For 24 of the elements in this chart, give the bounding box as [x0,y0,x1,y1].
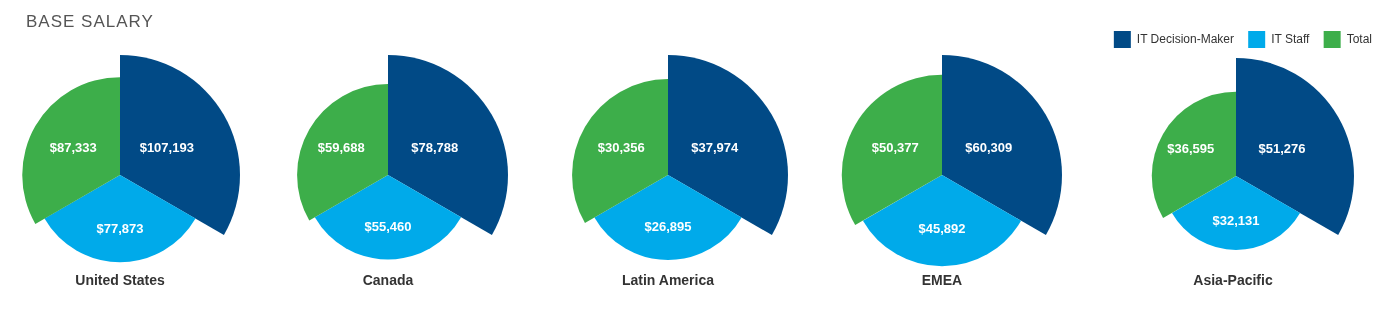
data-label: $77,873 [96,220,144,236]
category-label: EMEA [920,272,964,288]
data-label: $36,595 [1167,141,1215,157]
data-label: $26,895 [644,219,692,235]
category-label: Canada [361,272,415,288]
data-label: $45,892 [918,220,966,236]
text: BASE SALARY [26,12,154,32]
data-label: $59,688 [317,139,365,155]
legend-label: Total [1346,31,1373,46]
category-label: Latin America [620,272,716,288]
data-label: $60,309 [965,139,1013,155]
data-label: $55,460 [364,218,412,234]
legend-label: IT Decision-Maker [1136,31,1234,46]
data-label: $37,974 [691,139,740,155]
data-label: $50,377 [871,139,919,155]
legend-label: IT Staff [1271,31,1311,46]
category-label: Asia-Pacific [1192,272,1274,288]
data-label: $30,356 [597,139,645,155]
category-label: United States [74,272,166,288]
data-label: $107,193 [139,139,194,155]
data-label: $78,788 [411,139,459,155]
data-label: $51,276 [1258,141,1306,157]
data-label: $32,131 [1212,213,1260,229]
data-label: $87,333 [49,139,97,155]
